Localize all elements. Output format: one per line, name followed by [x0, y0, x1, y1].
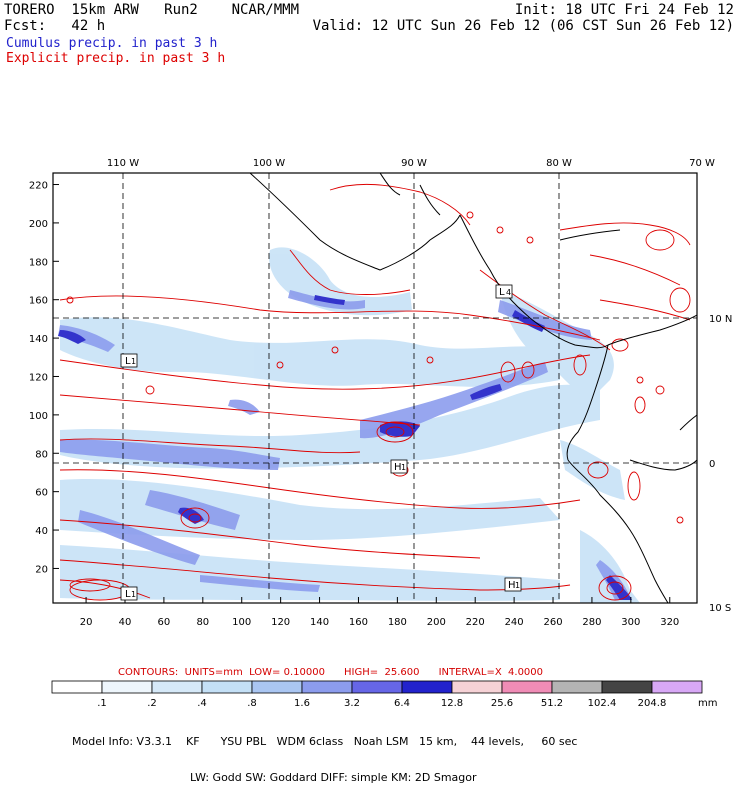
svg-text:4: 4	[506, 288, 511, 297]
colorbar-swatch	[501, 680, 553, 694]
x-tick-label: 220	[466, 617, 485, 628]
x-tick-label: 280	[582, 617, 601, 628]
x-tick-label: 320	[660, 617, 679, 628]
init-time: Init: 18 UTC Fri 24 Feb 12	[514, 2, 734, 18]
lon-label: 110 W	[107, 158, 139, 169]
model-info: Model Info: V3.3.1 KF YSU PBL WDM 6class…	[72, 712, 577, 796]
lon-label: 100 W	[253, 158, 285, 169]
precip-colorbar: .1 .2 .4 .8 1.6 3.2 6.4 12.8 25.6 51.2 102.4 204.8	[51, 680, 703, 709]
svg-text:L: L	[499, 287, 505, 298]
x-tick-label: 20	[80, 617, 93, 628]
colorbar-swatch	[251, 680, 303, 694]
colorbar-swatch	[201, 680, 253, 694]
y-tick-label: 140	[29, 334, 48, 345]
colorbar-swatch	[401, 680, 453, 694]
y-tick-label: 220	[29, 181, 48, 192]
svg-text:1: 1	[515, 581, 520, 590]
x-tick-label: 200	[427, 617, 446, 628]
colorbar-swatch	[151, 680, 203, 694]
precip-map: 110 W 100 W 90 W 80 W 70 W 10 N 0 10 S 2…	[29, 158, 732, 709]
colorbar-label: 102.4	[588, 698, 617, 709]
lat-label: 0	[709, 459, 715, 470]
x-tick-label: 240	[505, 617, 524, 628]
colorbar-swatch	[351, 680, 403, 694]
high-marker: H 1	[504, 577, 522, 592]
explicit-precip-contours	[59, 183, 691, 601]
colorbar-label: 3.2	[344, 698, 360, 709]
lat-label: 10 N	[709, 314, 732, 325]
colorbar-label: .2	[147, 698, 157, 709]
low-marker: L 1	[120, 586, 138, 601]
y-tick-label: 100	[29, 411, 48, 422]
colorbar-swatch	[451, 680, 503, 694]
graticule	[53, 173, 697, 603]
lon-label: 80 W	[546, 158, 572, 169]
y-tick-label: 120	[29, 372, 48, 383]
x-tick-label: 60	[158, 617, 171, 628]
colorbar-label: 204.8	[638, 698, 667, 709]
colorbar-swatch	[101, 680, 153, 694]
x-tick-label: 300	[621, 617, 640, 628]
svg-text:1: 1	[131, 590, 136, 599]
y-tick-label: 20	[35, 564, 48, 575]
high-marker: H 1	[390, 459, 408, 474]
low-marker: L 4	[495, 284, 513, 299]
coastline	[249, 173, 697, 603]
low-marker: L 1	[120, 353, 138, 368]
y-tick-label: 40	[35, 526, 48, 537]
colorbar-swatch	[601, 680, 653, 694]
latitude-labels: 10 N 0 10 S	[709, 314, 732, 614]
plot-frame	[52, 172, 698, 604]
colorbar-label: 12.8	[441, 698, 463, 709]
colorbar-label: .4	[197, 698, 207, 709]
colorbar-unit: mm	[698, 698, 717, 709]
colorbar-label: .8	[247, 698, 257, 709]
svg-text:1: 1	[401, 463, 406, 472]
pressure-markers: L 1 L 1 H 1 L 4 H 1	[120, 284, 522, 601]
contours-info: CONTOURS: UNITS=mm LOW= 0.10000 HIGH= 25…	[118, 667, 544, 678]
model-info-line1: Model Info: V3.3.1 KF YSU PBL WDM 6class…	[72, 735, 578, 748]
colorbar-label: .1	[97, 698, 107, 709]
lon-label: 70 W	[689, 158, 715, 169]
x-tick-label: 180	[388, 617, 407, 628]
x-tick-label: 80	[196, 617, 209, 628]
y-tick-label: 180	[29, 257, 48, 268]
model-info-line2: LW: Godd SW: Goddard DIFF: simple KM: 2D…	[190, 771, 477, 784]
colorbar-label: 25.6	[491, 698, 513, 709]
svg-text:H: H	[394, 462, 402, 473]
valid-time: Valid: 12 UTC Sun 26 Feb 12 (06 CST Sun …	[312, 18, 734, 34]
x-tick-label: 260	[543, 617, 562, 628]
lat-label: 10 S	[709, 603, 731, 614]
colorbar-label: 1.6	[294, 698, 310, 709]
explicit-legend: Explicit precip. in past 3 h	[6, 51, 226, 66]
x-tick-label: 140	[310, 617, 329, 628]
y-axis: 220 200 180 160 140 120 100 80 60 40 20	[29, 181, 59, 575]
svg-text:L: L	[125, 356, 131, 367]
lon-label: 90 W	[401, 158, 427, 169]
y-tick-label: 160	[29, 296, 48, 307]
forecast-hour: Fcst: 42 h	[4, 18, 106, 34]
cumulus-legend: Cumulus precip. in past 3 h	[6, 36, 218, 51]
colorbar-swatch	[651, 680, 703, 694]
colorbar-swatch	[301, 680, 353, 694]
longitude-labels: 110 W 100 W 90 W 80 W 70 W	[107, 158, 715, 169]
x-tick-label: 160	[349, 617, 368, 628]
colorbar-label: 51.2	[541, 698, 563, 709]
svg-text:L: L	[125, 589, 131, 600]
svg-text:1: 1	[131, 357, 136, 366]
x-axis: 20 40 60 80 100 120 140 160 180 200 220 240 260 280 30…	[80, 597, 679, 628]
y-tick-label: 60	[35, 488, 48, 499]
svg-text:H: H	[508, 580, 516, 591]
x-tick-label: 100	[232, 617, 251, 628]
y-tick-label: 200	[29, 219, 48, 230]
colorbar-label: 6.4	[394, 698, 410, 709]
y-tick-label: 80	[35, 449, 48, 460]
x-tick-label: 40	[119, 617, 132, 628]
colorbar-swatch	[51, 680, 103, 694]
colorbar-swatch	[551, 680, 603, 694]
run-title: TORERO 15km ARW Run2 NCAR/MMM	[4, 2, 300, 18]
x-tick-label: 120	[271, 617, 290, 628]
cumulus-precip-mid	[58, 290, 632, 600]
